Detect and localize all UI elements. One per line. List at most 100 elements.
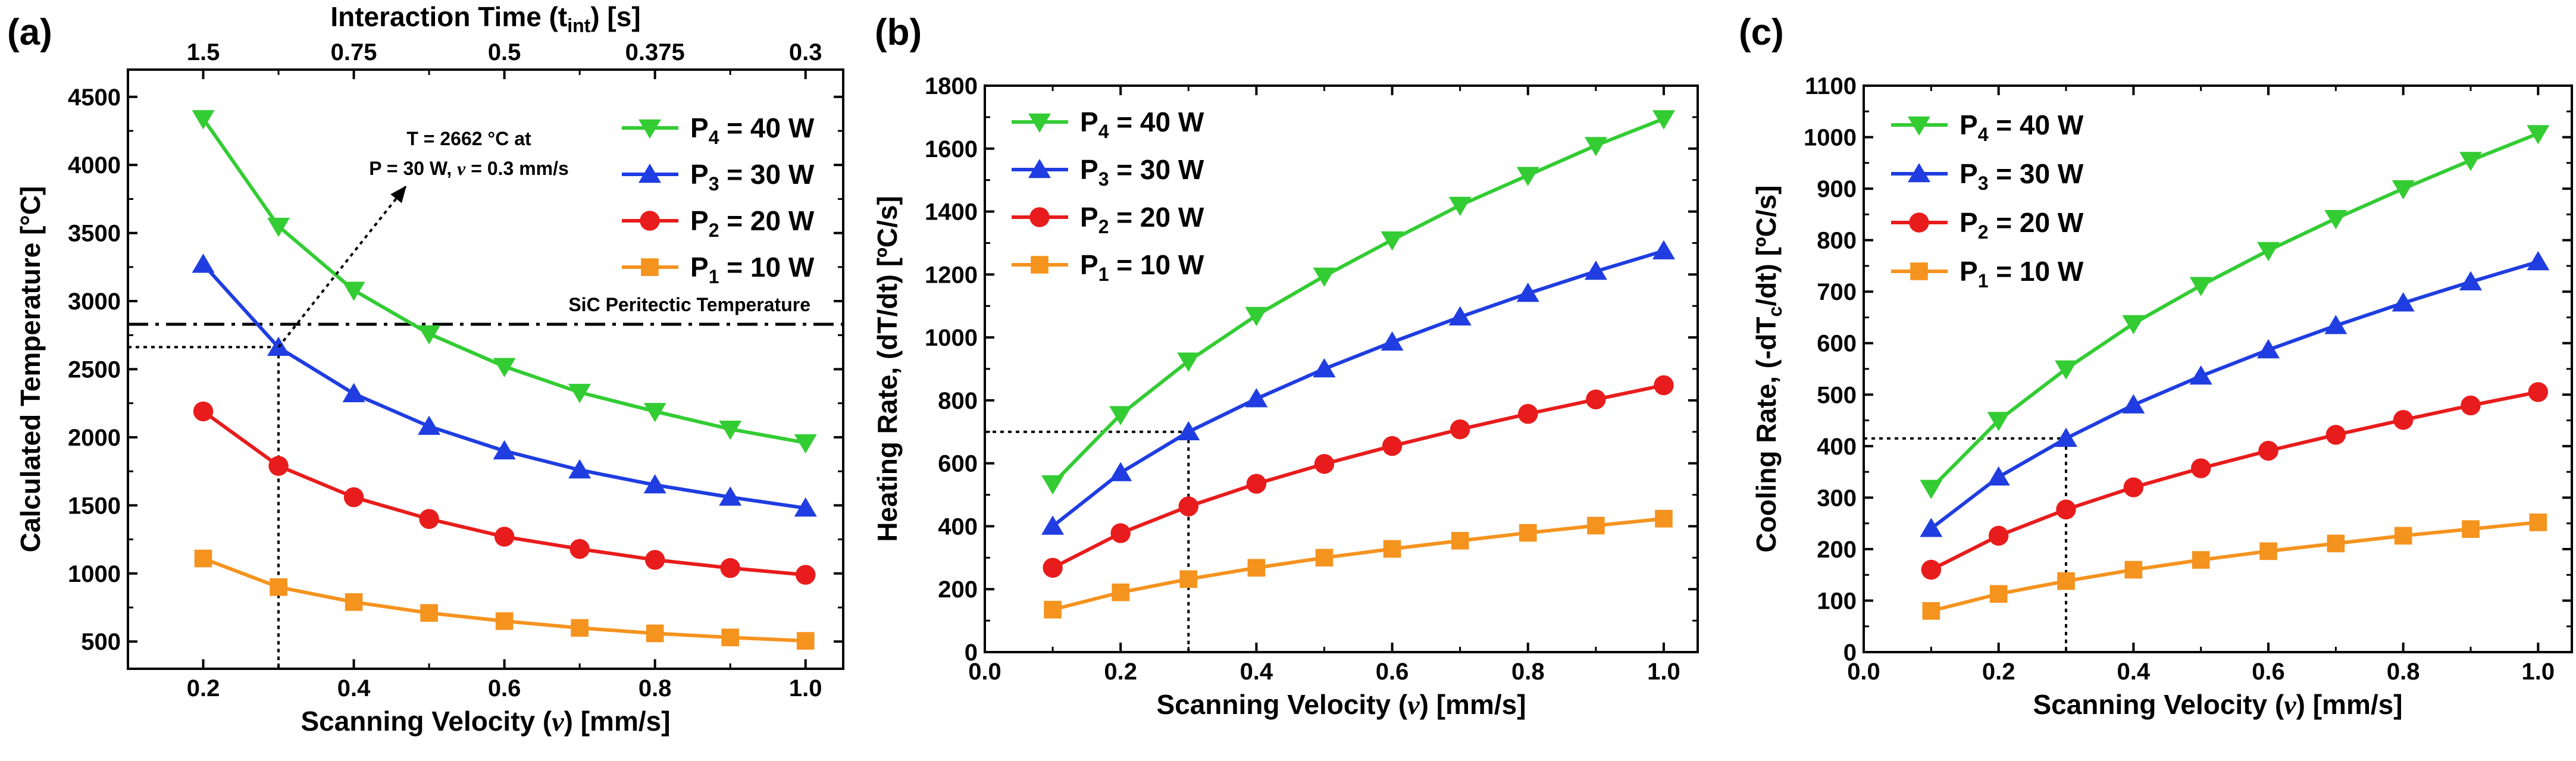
data-point (1110, 523, 1131, 543)
y-tick-label: 400 (1817, 434, 1857, 460)
legend-label-tail: = 10 W (1109, 249, 1204, 280)
data-point (345, 593, 363, 611)
data-point (1987, 466, 2010, 486)
data-point (2462, 520, 2480, 538)
x-axis-title: Scanning Velocity (v) [mm/s] (301, 706, 670, 737)
y-tick-label: 500 (1817, 382, 1857, 408)
data-point (568, 384, 591, 403)
y-axis-title-main: Cooling Rate, (-dT (1751, 317, 1782, 553)
data-point (1988, 525, 2009, 546)
data-point (192, 253, 215, 273)
top-axis-title-main: Interaction Time (t (330, 1, 567, 32)
x-tick-label: 0.0 (1847, 659, 1880, 685)
data-point (646, 624, 664, 643)
series-P2 (1043, 375, 1674, 578)
data-point (1584, 137, 1607, 156)
series-P2 (1921, 382, 2549, 580)
legend: P4 = 40 WP3 = 30 WP2 = 20 WP1 = 10 W (1012, 107, 1204, 285)
series-P1 (1922, 513, 2547, 620)
data-point (719, 486, 742, 506)
x-tick-label: 0.8 (2387, 659, 2420, 685)
data-point (1920, 480, 1943, 499)
data-point (2190, 458, 2211, 478)
top-tick-label: 1.5 (187, 39, 220, 65)
y-tick-label: 600 (1817, 331, 1857, 357)
data-point (1381, 231, 1404, 251)
data-point (418, 415, 441, 435)
y-axis-title: Heating Rate, (dT/dt) [ºC/s] (872, 196, 903, 542)
data-point (796, 632, 815, 650)
legend-label-main: P (1960, 256, 1978, 287)
x-tick-label: 0.2 (1104, 659, 1137, 685)
series-P4 (1920, 125, 2550, 499)
data-point (2324, 210, 2347, 230)
legend-label-main: P (1080, 154, 1098, 185)
data-point (1315, 549, 1334, 567)
x-axis-title-italic: v (1407, 690, 1420, 720)
x-axis-title-main: Scanning Velocity ( (301, 706, 552, 737)
data-point (2527, 125, 2550, 145)
x-axis-title-tail: ) [mm/s] (1420, 689, 1526, 720)
data-point (194, 549, 212, 568)
legend-marker (1031, 256, 1048, 274)
data-point (418, 325, 441, 345)
data-point (2057, 572, 2075, 590)
data-point (1655, 509, 1673, 528)
data-point (1178, 496, 1199, 516)
data-point (643, 474, 666, 494)
data-point (267, 217, 290, 237)
x-tick-label: 0.6 (488, 675, 521, 702)
data-point (794, 497, 817, 517)
y-tick-label: 800 (938, 388, 978, 414)
legend-label-main: P (1960, 109, 1978, 140)
top-tick-label: 0.75 (331, 39, 377, 65)
data-point (1921, 559, 1942, 580)
data-point (343, 487, 364, 508)
top-tick-label: 0.375 (625, 39, 685, 65)
y-tick-label: 1000 (1804, 125, 1857, 151)
data-point (2122, 315, 2145, 334)
series-P2 (193, 401, 816, 585)
data-point (1383, 540, 1401, 558)
data-point (1245, 388, 1268, 408)
x-tick-label: 0.2 (1982, 659, 2015, 685)
y-tick-label: 2500 (68, 357, 121, 383)
data-point (1112, 583, 1130, 602)
data-point (794, 434, 817, 454)
legend-label-sub: 1 (1098, 264, 1109, 285)
data-point (1587, 516, 1605, 535)
legend-label: P1 = 10 W (690, 252, 815, 287)
y-tick-label: 1800 (925, 73, 978, 99)
y-tick-label: 4500 (68, 84, 121, 111)
data-point (1519, 524, 1537, 542)
legend-label: P2 = 20 W (690, 205, 815, 241)
series-line (1930, 390, 2539, 572)
legend-label-sub: 4 (1978, 124, 1989, 145)
data-point (1920, 518, 1943, 537)
data-point (1246, 474, 1267, 494)
x-tick-labels: 0.0 0.2 0.4 0.6 0.8 1.0 (1847, 659, 2555, 685)
data-point (2257, 242, 2280, 261)
data-point (1987, 412, 2010, 431)
legend: P4 = 40 WP3 = 30 WP2 = 20 WP1 = 10 W (622, 112, 815, 287)
series-P4 (1041, 110, 1675, 495)
data-point (2527, 250, 2550, 271)
legend: P4 = 40 WP3 = 30 WP2 = 20 WP1 = 10 W (1891, 109, 2084, 292)
y-tick-label: 1500 (68, 493, 121, 519)
top-axis-title-sub: int (567, 15, 590, 36)
x-tick-label: 0.8 (638, 675, 672, 702)
legend-marker (638, 119, 661, 139)
data-point (720, 558, 740, 578)
data-point (1044, 600, 1062, 619)
data-point (193, 401, 214, 422)
data-point (1041, 475, 1065, 495)
y-axis-title-tail: /dt) [ºC/s] (1751, 185, 1782, 306)
series-line (1930, 131, 2539, 490)
x-axis-title: Scanning Velocity (v) [mm/s] (1156, 689, 1526, 720)
legend-label: P1 = 10 W (1080, 249, 1204, 285)
y-tick-label: 0 (965, 640, 978, 666)
y-tick-label: 3000 (68, 289, 121, 315)
data-point (342, 281, 365, 301)
legend-label-sub: 2 (1098, 216, 1109, 237)
legend-label: P3 = 30 W (1960, 158, 2084, 194)
